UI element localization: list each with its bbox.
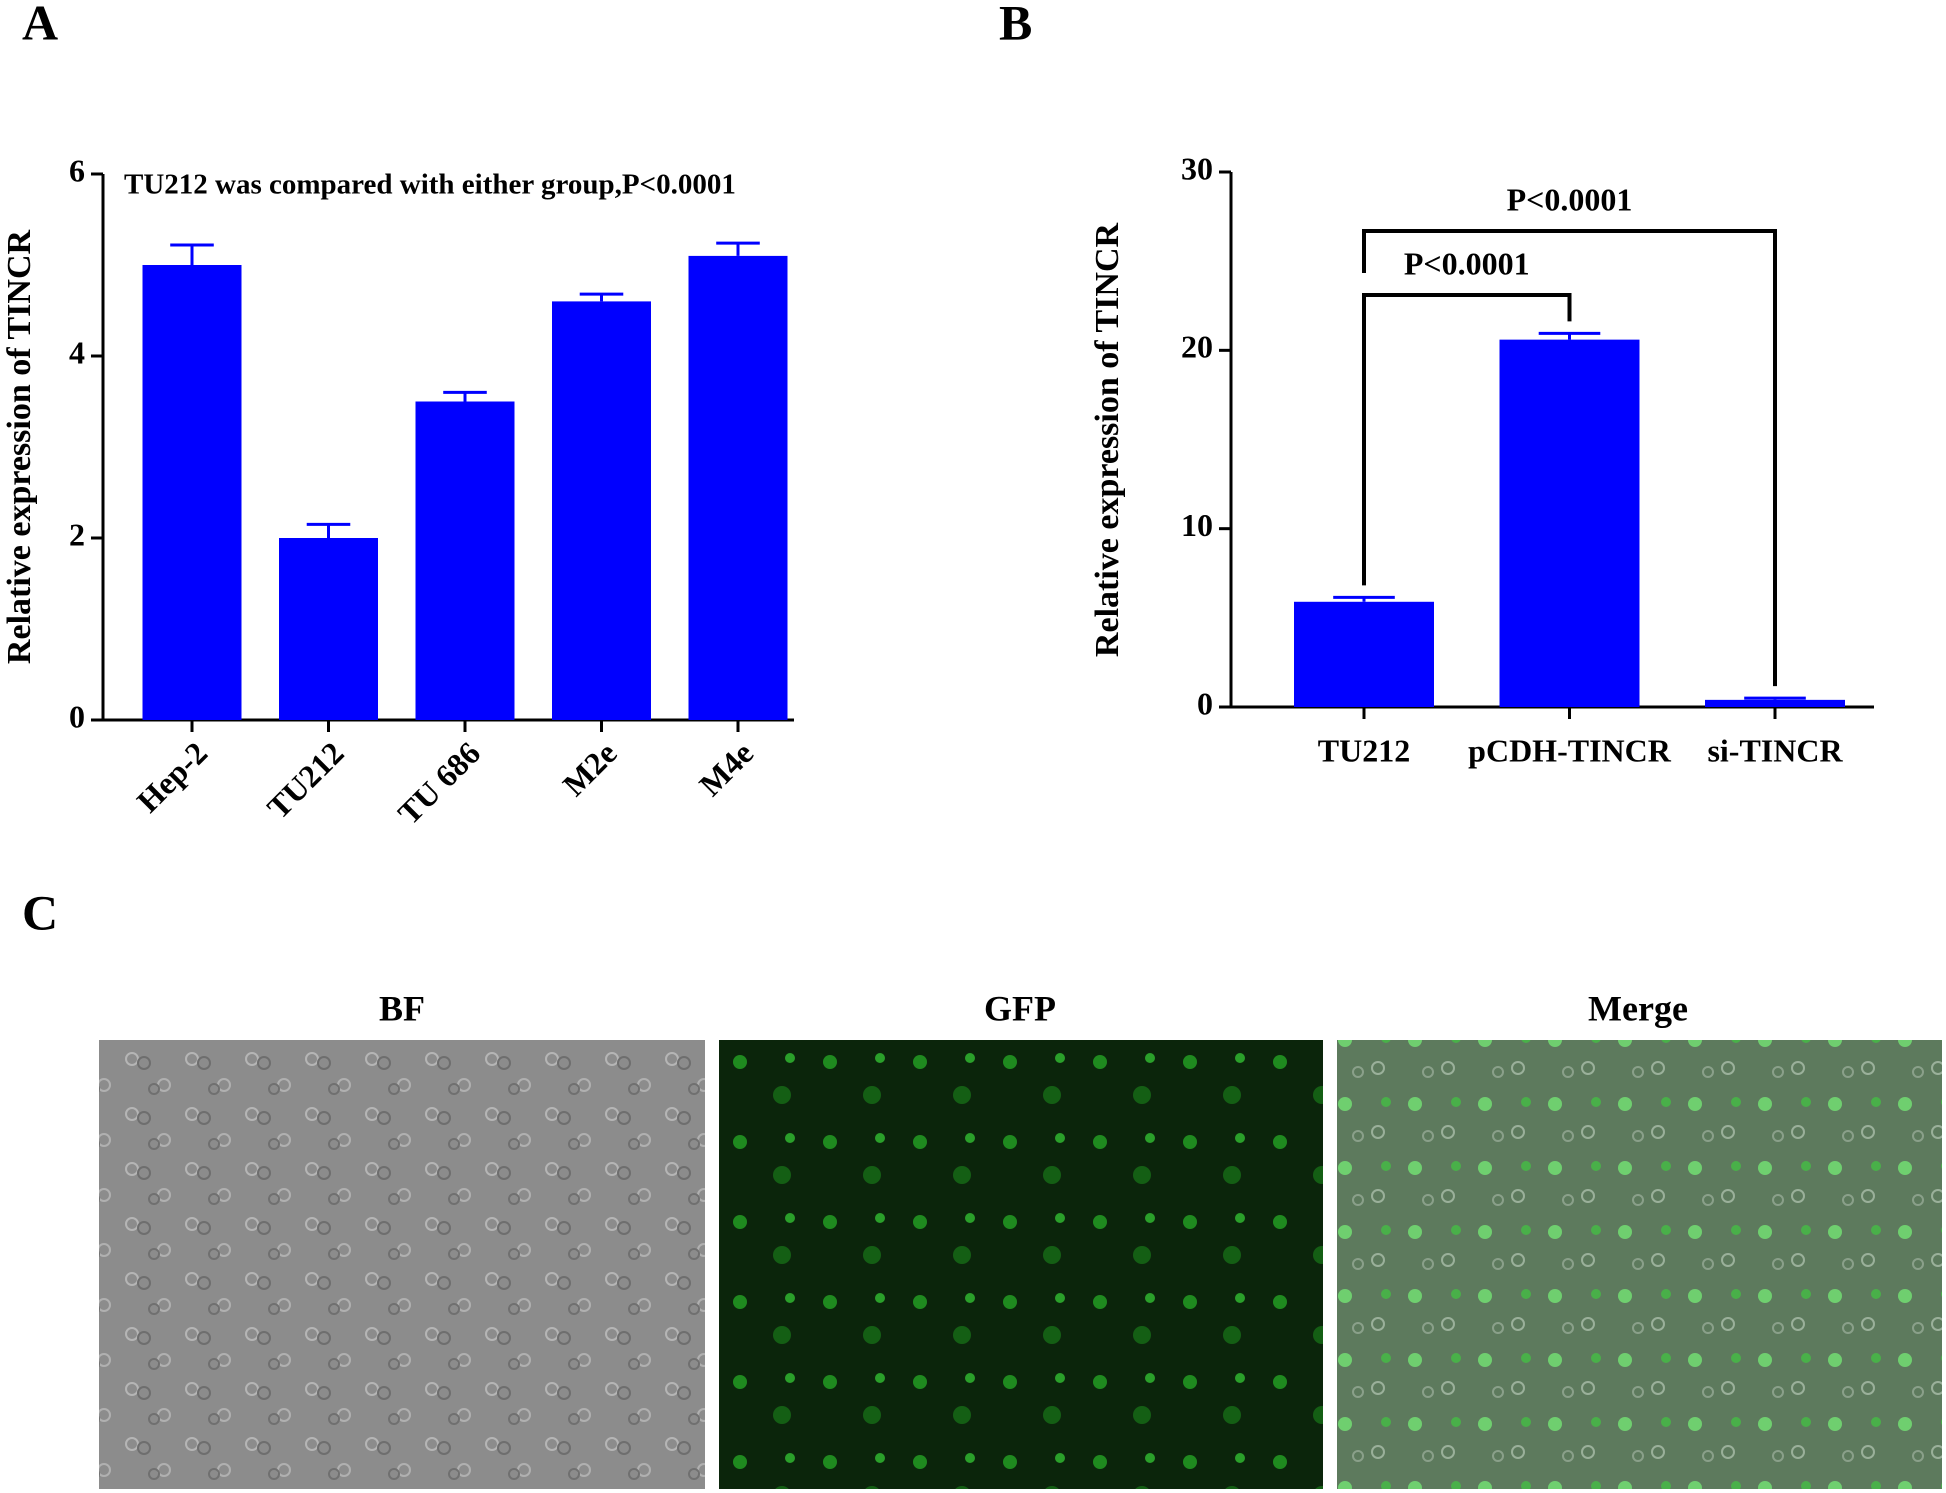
x-tick-label: TU 686 bbox=[391, 735, 487, 831]
bar bbox=[1499, 339, 1640, 707]
error-bar bbox=[306, 522, 351, 538]
bar bbox=[688, 255, 788, 720]
annotation: TU212 was compared with either group,P<0… bbox=[124, 169, 736, 201]
y-tick-label: 10 bbox=[1181, 507, 1213, 543]
x-tick-label: M4e bbox=[692, 735, 760, 803]
x-tick-label: si-TINCR bbox=[1707, 732, 1843, 768]
bar bbox=[142, 265, 242, 720]
y-tick-label: 0 bbox=[69, 698, 85, 734]
error-bar bbox=[716, 241, 760, 256]
micrograph bbox=[99, 1040, 705, 1489]
micrograph bbox=[719, 1040, 1323, 1489]
y-axis-title: Relative expression of TINCR bbox=[1, 230, 38, 665]
y-tick-label: 0 bbox=[1197, 685, 1213, 721]
bar bbox=[1294, 601, 1434, 707]
error-bar bbox=[579, 292, 624, 302]
panel-label: B bbox=[999, 0, 1032, 50]
micrograph bbox=[1337, 1040, 1942, 1489]
x-tick-label: Hep-2 bbox=[130, 735, 215, 820]
x-tick-label: M2e bbox=[555, 735, 623, 803]
panel-label: C bbox=[22, 884, 58, 940]
bar bbox=[552, 301, 651, 720]
bar bbox=[279, 538, 378, 720]
panel-label: A bbox=[22, 0, 58, 50]
error-bar bbox=[443, 390, 487, 402]
y-tick-label: 6 bbox=[69, 152, 85, 188]
error-bar bbox=[1538, 331, 1601, 340]
bar bbox=[1705, 699, 1845, 707]
error-bar bbox=[1333, 595, 1395, 602]
x-tick-label: TU212 bbox=[1318, 732, 1410, 768]
significance-label: P<0.0001 bbox=[1507, 181, 1633, 217]
x-tick-label: TU212 bbox=[260, 735, 351, 826]
y-tick-label: 4 bbox=[69, 334, 85, 370]
y-tick-label: 20 bbox=[1181, 329, 1213, 365]
y-tick-label: 30 bbox=[1181, 150, 1213, 186]
error-bar bbox=[1744, 696, 1806, 700]
bar bbox=[415, 401, 515, 720]
significance-bracket bbox=[1362, 293, 1572, 586]
image-label: GFP bbox=[984, 988, 1056, 1028]
significance-label: P<0.0001 bbox=[1404, 245, 1530, 281]
image-label: BF bbox=[379, 988, 425, 1028]
y-tick-label: 2 bbox=[69, 516, 85, 552]
y-axis-title: Relative expression of TINCR bbox=[1089, 223, 1126, 658]
significance-bracket bbox=[1362, 229, 1777, 687]
x-tick-label: pCDH-TINCR bbox=[1468, 732, 1672, 768]
error-bar bbox=[170, 243, 214, 265]
image-label: Merge bbox=[1588, 988, 1688, 1028]
